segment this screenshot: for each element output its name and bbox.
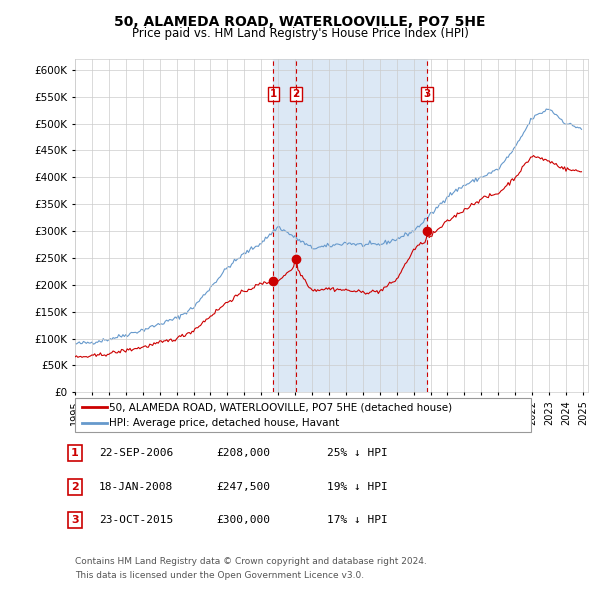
Text: HPI: Average price, detached house, Havant: HPI: Average price, detached house, Hava… bbox=[109, 418, 340, 428]
Text: 23-OCT-2015: 23-OCT-2015 bbox=[99, 516, 173, 525]
Text: £247,500: £247,500 bbox=[216, 482, 270, 491]
Text: 3: 3 bbox=[424, 89, 431, 99]
Text: 1: 1 bbox=[71, 448, 79, 458]
Text: Price paid vs. HM Land Registry's House Price Index (HPI): Price paid vs. HM Land Registry's House … bbox=[131, 27, 469, 40]
Text: 50, ALAMEDA ROAD, WATERLOOVILLE, PO7 5HE (detached house): 50, ALAMEDA ROAD, WATERLOOVILLE, PO7 5HE… bbox=[109, 402, 452, 412]
Text: 1: 1 bbox=[270, 89, 277, 99]
Text: 19% ↓ HPI: 19% ↓ HPI bbox=[327, 482, 388, 491]
Text: £208,000: £208,000 bbox=[216, 448, 270, 458]
Text: 17% ↓ HPI: 17% ↓ HPI bbox=[327, 516, 388, 525]
Text: Contains HM Land Registry data © Crown copyright and database right 2024.: Contains HM Land Registry data © Crown c… bbox=[75, 557, 427, 566]
Text: 2: 2 bbox=[71, 482, 79, 491]
Text: This data is licensed under the Open Government Licence v3.0.: This data is licensed under the Open Gov… bbox=[75, 571, 364, 580]
Text: 3: 3 bbox=[71, 516, 79, 525]
Bar bbox=[274, 59, 296, 392]
Text: 2: 2 bbox=[292, 89, 299, 99]
Text: 18-JAN-2008: 18-JAN-2008 bbox=[99, 482, 173, 491]
Text: 25% ↓ HPI: 25% ↓ HPI bbox=[327, 448, 388, 458]
Bar bbox=[296, 59, 427, 392]
Text: 50, ALAMEDA ROAD, WATERLOOVILLE, PO7 5HE: 50, ALAMEDA ROAD, WATERLOOVILLE, PO7 5HE bbox=[114, 15, 486, 29]
Text: 22-SEP-2006: 22-SEP-2006 bbox=[99, 448, 173, 458]
Text: £300,000: £300,000 bbox=[216, 516, 270, 525]
